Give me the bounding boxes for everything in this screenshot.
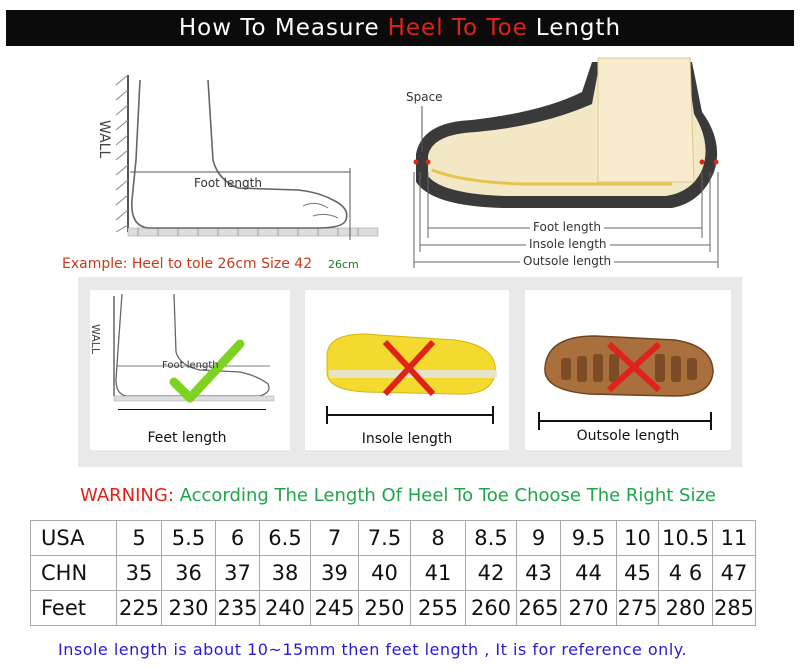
- title-post: Length: [535, 15, 622, 41]
- feet-illustration: [113, 293, 275, 411]
- reference-note: Insole length is about 10~15mm then feet…: [58, 640, 688, 659]
- size-cell: 7: [310, 520, 359, 556]
- foot-against-wall-illustration: [115, 74, 379, 240]
- size-cell: 6: [215, 520, 260, 556]
- wall-foot-diagram: WALL Foot length: [88, 60, 388, 260]
- size-cell: 42: [465, 555, 517, 591]
- wall-label-small: WALL: [89, 324, 102, 355]
- size-cell: 4 6: [658, 555, 713, 591]
- size-cell: 8: [410, 520, 466, 556]
- outsole-length-label: Outsole length: [520, 254, 615, 268]
- size-cell: 10.5: [658, 520, 713, 556]
- size-cell: 245: [310, 590, 359, 626]
- size-cell: 8.5: [465, 520, 517, 556]
- size-cell: 47: [712, 555, 756, 591]
- table-row: Feet 225 230 235 240 245 250 255 260 265 270 275 280…: [30, 590, 756, 626]
- size-cell: 270: [560, 590, 617, 626]
- size-cell: 240: [259, 590, 311, 626]
- title-highlight: Heel To Toe: [387, 15, 528, 41]
- size-cell: 44: [560, 555, 617, 591]
- size-cell: 38: [259, 555, 311, 591]
- row-label: USA: [30, 520, 117, 556]
- size-cell: 6.5: [259, 520, 311, 556]
- size-table: USA 5 5.5 6 6.5 7 7.5 8 8.5 9 9.5 10 10.5 11 CHN 35 36 37…: [30, 520, 756, 626]
- table-row: CHN 35 36 37 38 39 40 41 42 43 44 45 4 6 47: [30, 555, 756, 591]
- size-cell: 5.5: [161, 520, 216, 556]
- warning-label: WARNING:: [80, 485, 174, 506]
- size-cell: 230: [161, 590, 216, 626]
- size-cell: 280: [658, 590, 713, 626]
- size-cell: 5: [116, 520, 162, 556]
- size-cell: 9: [516, 520, 561, 556]
- insole-length-caption: Insole length: [361, 431, 453, 447]
- size-cell: 235: [215, 590, 260, 626]
- warning-text: According The Length Of Heel To Toe Choo…: [179, 485, 716, 506]
- outsole-length-caption: Outsole length: [576, 428, 680, 444]
- shoe-cross-section: Space Foot length Insole length Outsole …: [402, 52, 732, 272]
- foot-length-label: Foot length: [194, 176, 262, 190]
- space-label: Space: [406, 90, 443, 104]
- size-cell: 275: [616, 590, 659, 626]
- row-label: Feet: [30, 590, 117, 626]
- size-cell: 255: [410, 590, 466, 626]
- check-icon: [169, 339, 245, 403]
- size-cell: 265: [516, 590, 561, 626]
- size-cell: 45: [616, 555, 659, 591]
- size-cell: 35: [116, 555, 162, 591]
- size-cell: 43: [516, 555, 561, 591]
- size-cell: 225: [116, 590, 162, 626]
- size-cell: 250: [358, 590, 411, 626]
- insole-illustration: [326, 333, 497, 424]
- example-text: Example: Heel to tole 26cm Size 42: [62, 256, 313, 272]
- size-cell: 9.5: [560, 520, 617, 556]
- insole-length-label: Insole length: [526, 237, 610, 251]
- size-cell: 260: [465, 590, 517, 626]
- size-cell: 40: [358, 555, 411, 591]
- outsole-length-panel: Outsole length: [525, 290, 731, 450]
- outsole-illustration: [538, 335, 714, 430]
- size-cell: 37: [215, 555, 260, 591]
- table-row: USA 5 5.5 6 6.5 7 7.5 8 8.5 9 9.5 10 10.5 11: [30, 520, 756, 556]
- insole-length-panel: Insole length: [305, 290, 509, 450]
- size-cell: 7.5: [358, 520, 411, 556]
- cm-label: 26cm: [328, 258, 359, 271]
- size-cell: 39: [310, 555, 359, 591]
- wall-label: WALL: [96, 120, 112, 159]
- size-cell: 285: [712, 590, 756, 626]
- warning-line: WARNING: According The Length Of Heel To…: [80, 485, 716, 506]
- size-cell: 10: [616, 520, 659, 556]
- size-cell: 11: [712, 520, 756, 556]
- size-cell: 36: [161, 555, 216, 591]
- feet-length-panel: WALL Foot length Feet length: [89, 290, 290, 450]
- feet-length-caption: Feet length: [147, 430, 227, 446]
- foot-length-label: Foot length: [530, 220, 604, 234]
- title-pre: How To Measure: [178, 15, 380, 41]
- row-label: CHN: [30, 555, 117, 591]
- foot-length-label-small: Foot length: [162, 360, 219, 371]
- page-title: How To Measure Heel To Toe Length: [6, 10, 794, 46]
- shoe-section-illustration: [413, 57, 719, 268]
- size-cell: 41: [410, 555, 466, 591]
